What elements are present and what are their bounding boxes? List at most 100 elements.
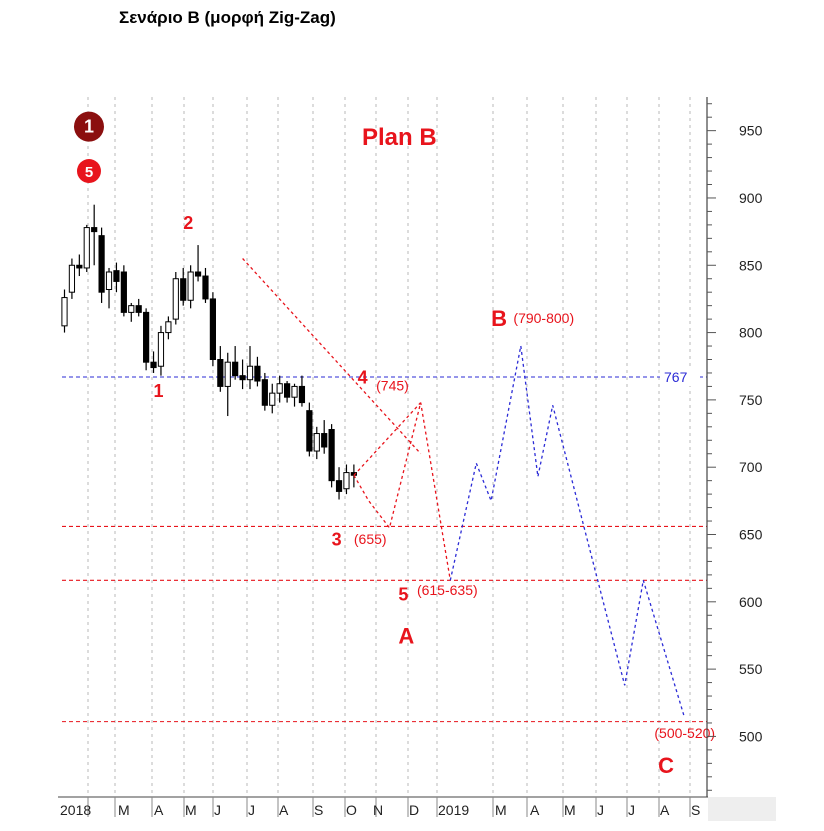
candle [120,265,127,317]
wave-paths [242,258,685,717]
candle [61,289,68,333]
candle [335,467,343,500]
candle-body [313,433,320,452]
marker-text: 5 [85,164,93,181]
y-tick-label: 900 [739,190,763,206]
candle-body [135,305,142,313]
x-axis-band [58,797,708,821]
x-tick-label: 2018 [60,802,91,818]
candle-body [76,264,83,269]
annotation-range: (500-520) [654,725,715,741]
x-tick-label: J [248,802,255,818]
candle-body [254,365,261,382]
annotation-wave-num: 2 [183,213,193,233]
horizontal-levels: 767 [62,368,707,723]
candle-body [291,385,298,398]
candle-body [224,361,231,387]
candle-body [157,332,165,367]
candle-body [91,227,98,233]
level-label-767: 767 [664,369,688,385]
candle [135,298,142,317]
x-tick-label: M [118,802,130,818]
candle-body [284,383,291,398]
candle [321,420,328,454]
y-tick-label: 800 [739,325,763,341]
candle [239,359,246,390]
annotation-wave-num: 4 [358,368,368,388]
candle [180,267,187,306]
candle [165,316,172,340]
candle [313,426,320,460]
candle-body [128,305,135,313]
marker-dark-circle: 1 [73,111,104,142]
candle-body [61,297,68,327]
annotation-range: (745) [376,377,409,393]
candle [269,383,276,414]
marker-circle [76,159,101,184]
candle [76,254,83,277]
x-tick-label: A [660,802,670,818]
candle-body [246,365,254,381]
candle-body [343,472,350,490]
y-tick-label: 600 [739,594,763,610]
candle-body [143,311,150,363]
red-wave-to-4 [353,402,422,476]
x-tick-label: J [214,802,221,818]
candle-body [217,359,224,387]
y-tick-label: 950 [739,123,763,139]
page-title: Σενάριο B (μορφή Zig-Zag) [119,8,336,27]
candle-body [150,361,157,369]
candle [224,352,231,417]
candle-body [335,480,343,492]
y-tick-label: 700 [739,459,763,475]
candle [284,381,291,403]
candle-body [105,271,113,290]
candle [157,325,165,376]
candle-body [187,271,194,301]
candle [187,265,194,309]
candle [98,227,105,303]
candle-body [180,278,187,301]
marker-red-circle: 5 [76,159,101,184]
x-tick-label: S [314,802,323,818]
candle [261,372,268,411]
candle [202,267,209,303]
candle [128,302,135,322]
candle [209,292,217,367]
annotation-range: (615-635) [417,582,478,598]
y-tick-label: 850 [739,257,763,273]
candle [217,346,224,392]
candle-body [328,429,335,482]
x-tick-label: N [373,802,383,818]
candle-body [68,264,76,293]
candle [83,224,90,272]
axes: 2018 M A M J J A S O N D 2019 M A M J J A S 500 550 600 650 700… [58,97,776,821]
annotation-wave-num: 5 [398,584,408,604]
x-tick-label: 2019 [438,802,469,818]
annotation-range: (790-800) [513,310,574,326]
annotations: 1 2 3 (655) 4 (745) 5 (615-635) A B (790-800) (500-… [73,111,715,778]
annotation-wave-num: 1 [154,381,164,401]
candles [61,204,357,500]
candle-body [298,385,306,404]
axis-corner [708,797,776,821]
grid-layer [87,97,691,797]
candle [232,346,239,380]
x-tick-label: M [564,802,576,818]
x-tick-label: S [691,802,700,818]
candle [172,272,179,325]
plan-label: Plan B [362,124,437,151]
level-label-bg [660,368,700,386]
x-tick-label: D [409,802,419,818]
candle-body [269,392,276,406]
x-tick-label: O [346,802,357,818]
red-wave-3-5 [353,402,451,581]
candle [276,375,283,403]
y-tick-label: 750 [739,392,763,408]
blue-projection [449,345,685,717]
marker-circle [73,111,104,142]
candle [291,383,298,407]
x-tick-label: A [279,802,289,818]
candle-body [209,298,217,360]
